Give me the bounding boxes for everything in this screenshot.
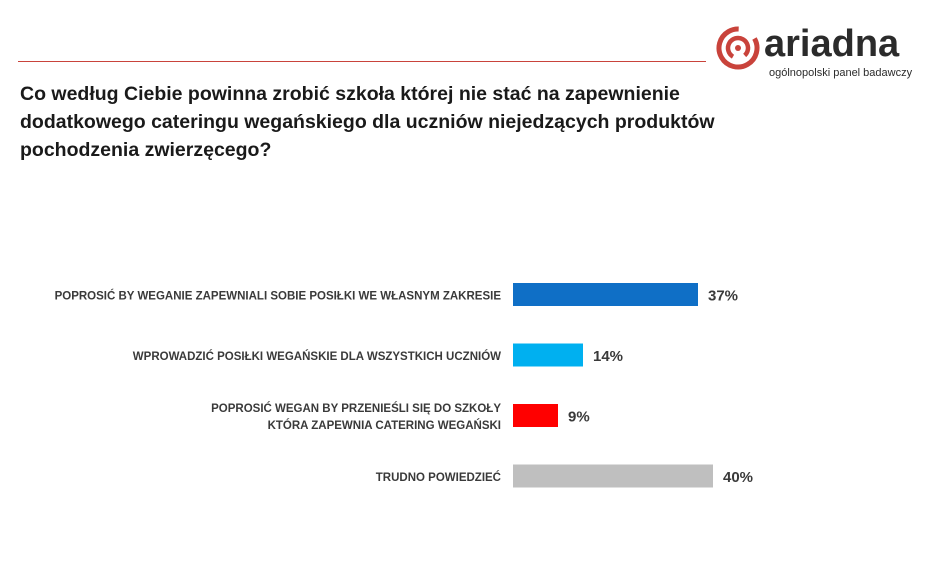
bar-4 [513, 464, 713, 488]
top-divider [18, 61, 706, 62]
value-label-2: 14% [593, 348, 623, 365]
category-label-4: TRUDNO POWIEDZIEĆ [376, 471, 501, 484]
ariadna-logo: ariadna ogólnopolski panel badawczy [716, 23, 926, 86]
chart-title: Co według Ciebie powinna zrobić szkoła k… [20, 83, 715, 161]
category-label-3-line-1: POPROSIĆ WEGAN BY PRZENIEŚLI SIĘ DO SZKO… [211, 402, 501, 415]
value-label-3: 9% [568, 409, 590, 426]
value-label-1: 37% [708, 288, 738, 305]
logo-wordmark: ariadna [764, 23, 900, 65]
bar-2 [513, 343, 583, 367]
category-label-2: WPROWADZIĆ POSIŁKI WEGAŃSKIE DLA WSZYSTK… [133, 350, 501, 363]
category-label-1: POPROSIĆ BY WEGANIE ZAPEWNIALI SOBIE POS… [55, 290, 502, 303]
value-label-4: 40% [723, 469, 753, 486]
bar-1 [513, 283, 698, 306]
category-label-3-line-2: KTÓRA ZAPEWNIA CATERING WEGAŃSKI [268, 419, 501, 432]
logo-tagline: ogólnopolski panel badawczy [769, 67, 913, 79]
bar-3 [513, 404, 558, 427]
ariadna-spiral-icon [716, 26, 760, 70]
